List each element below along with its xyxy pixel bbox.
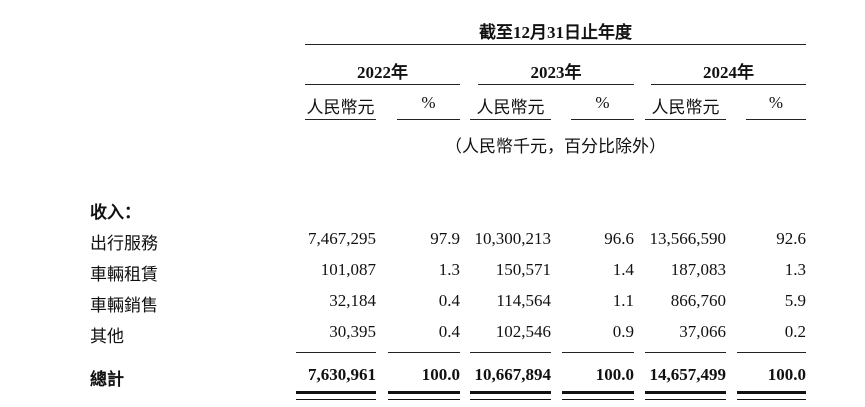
total-double-rule — [470, 391, 551, 400]
amount-cell: 187,083 — [670, 260, 726, 279]
year-2022: 2022年 — [357, 63, 408, 82]
percent-cell: 0.9 — [612, 322, 634, 341]
row-label: 其他 — [90, 327, 124, 346]
amount-cell: 866,760 — [670, 291, 726, 310]
total-amount-cell: 14,657,499 — [649, 365, 727, 384]
subheader-divider — [645, 119, 726, 120]
amount-cell: 37,066 — [679, 322, 726, 341]
subtotal-rule — [645, 352, 726, 353]
subtotal-rule — [388, 352, 460, 353]
rmb-header: 人民幣元 — [306, 98, 375, 117]
percent-header: % — [421, 93, 436, 112]
total-double-rule — [296, 391, 376, 400]
section-label-revenue: 收入： — [90, 203, 141, 222]
percent-cell: 5.9 — [784, 291, 806, 310]
amount-cell: 114,564 — [496, 291, 551, 310]
year-divider — [478, 84, 634, 85]
rmb-header: 人民幣元 — [651, 98, 720, 117]
percent-cell: 1.4 — [612, 260, 634, 279]
row-label: 車輛銷售 — [90, 296, 158, 315]
total-percent-cell: 100.0 — [595, 365, 634, 384]
subheader-divider — [470, 119, 551, 120]
percent-cell: 0.4 — [438, 291, 460, 310]
period-title: 截至12月31日止年度 — [479, 23, 632, 42]
subheader-divider — [397, 119, 460, 120]
amount-cell: 10,300,213 — [474, 229, 552, 248]
amount-cell: 32,184 — [329, 291, 376, 310]
percent-cell: 1.1 — [612, 291, 634, 310]
subheader-divider — [571, 119, 634, 120]
subheader-divider — [746, 119, 806, 120]
percent-cell: 0.4 — [438, 322, 460, 341]
rmb-header: 人民幣元 — [476, 98, 545, 117]
subheader-divider — [305, 119, 376, 120]
total-percent-cell: 100.0 — [421, 365, 460, 384]
header-divider — [305, 44, 806, 45]
amount-cell: 7,467,295 — [308, 229, 376, 248]
amount-cell: 150,571 — [495, 260, 551, 279]
total-percent-cell: 100.0 — [767, 365, 806, 384]
row-label: 車輛租賃 — [90, 265, 158, 284]
total-amount-cell: 7,630,961 — [308, 365, 376, 384]
amount-cell: 101,087 — [320, 260, 376, 279]
total-amount-cell: 10,667,894 — [474, 365, 552, 384]
total-double-rule — [737, 391, 806, 400]
row-label: 出行服務 — [90, 234, 158, 253]
percent-cell: 1.3 — [438, 260, 460, 279]
year-divider — [651, 84, 806, 85]
amount-cell: 102,546 — [495, 322, 551, 341]
year-2023: 2023年 — [530, 63, 582, 82]
percent-cell: 96.6 — [604, 229, 634, 248]
percent-header: % — [595, 93, 610, 112]
subtotal-rule — [562, 352, 634, 353]
total-double-rule — [388, 391, 460, 400]
subtotal-rule — [296, 352, 376, 353]
total-double-rule — [562, 391, 634, 400]
year-divider — [305, 84, 460, 85]
percent-cell: 1.3 — [784, 260, 806, 279]
percent-cell: 97.9 — [430, 229, 460, 248]
subtotal-rule — [737, 352, 806, 353]
amount-cell: 13,566,590 — [649, 229, 727, 248]
subtotal-rule — [470, 352, 551, 353]
percent-header: % — [768, 93, 784, 112]
unit-note: （人民幣千元，百分比除外） — [445, 137, 666, 156]
percent-cell: 92.6 — [776, 229, 806, 248]
year-2024: 2024年 — [703, 63, 754, 82]
percent-cell: 0.2 — [784, 322, 806, 341]
amount-cell: 30,395 — [329, 322, 376, 341]
total-label: 總計 — [90, 370, 124, 389]
total-double-rule — [645, 391, 726, 400]
